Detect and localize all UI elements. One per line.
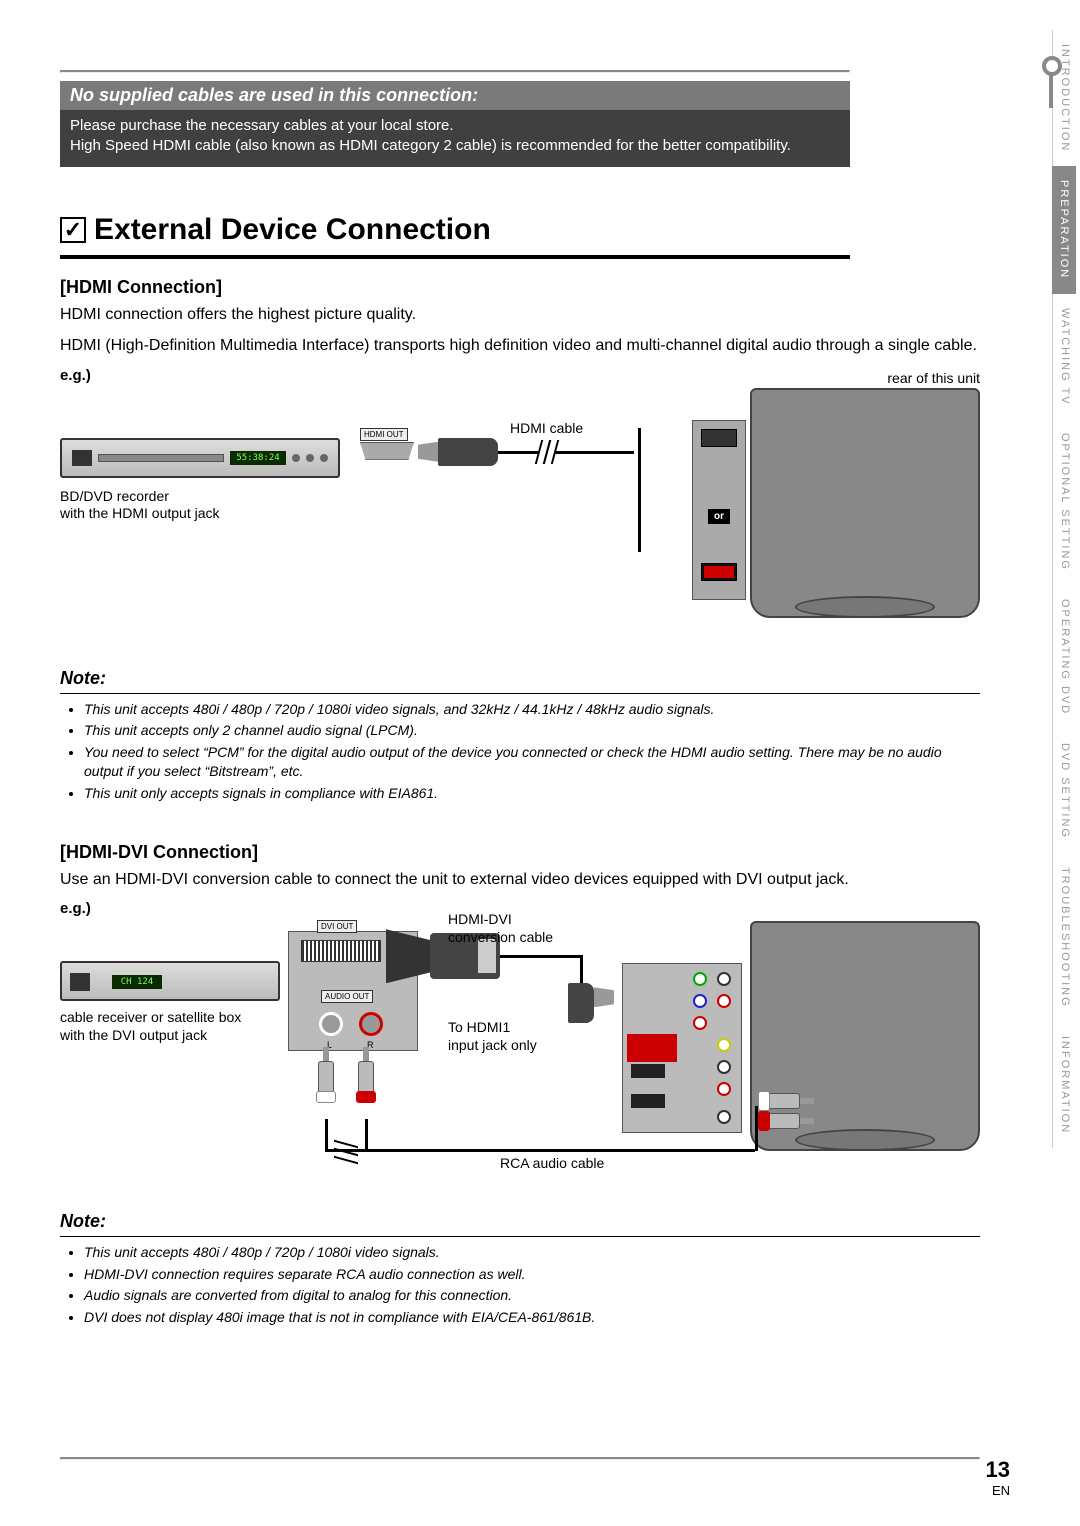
to-hdmi1-label: To HDMI1 input jack only bbox=[448, 1019, 537, 1054]
device-label: BD/DVD recorder with the HDMI output jac… bbox=[60, 488, 220, 523]
receiver-label: cable receiver or satellite box with the… bbox=[60, 1009, 241, 1044]
audio-out-label: AUDIO OUT bbox=[321, 990, 373, 1003]
section-heading: ✓ External Device Connection bbox=[60, 213, 1030, 247]
dvi-out-label: DVI OUT bbox=[317, 920, 357, 933]
side-tab-watching-tv: WATCHING TV bbox=[1052, 294, 1077, 420]
dvi-cable-seg bbox=[500, 955, 580, 958]
dvd-display: 55:38:24 bbox=[230, 451, 286, 465]
hdmi-port-1 bbox=[701, 429, 737, 447]
page-number: 13 bbox=[986, 1457, 1010, 1483]
banner-line2: High Speed HDMI cable (also known as HDM… bbox=[70, 137, 791, 154]
hdmi-note-3: You need to select “PCM” for the digital… bbox=[84, 743, 980, 782]
rca-plug-l-top bbox=[316, 1061, 336, 1121]
dvi-port bbox=[301, 940, 381, 962]
banner-body: Please purchase the necessary cables at … bbox=[60, 110, 850, 167]
cable-seg1 bbox=[498, 451, 538, 454]
side-tab-optional-setting: OPTIONAL SETTING bbox=[1052, 419, 1077, 585]
hdmi-note-heading: Note: bbox=[60, 668, 1030, 689]
rca-pr bbox=[693, 1016, 707, 1030]
tv-side-panel: or bbox=[692, 420, 746, 600]
conv-cable-label: HDMI-DVI conversion cable bbox=[448, 911, 553, 946]
rca-plug-l-tv bbox=[740, 1091, 800, 1111]
dvi-note-2: HDMI-DVI connection requires separate RC… bbox=[84, 1265, 980, 1285]
audio-r-jack bbox=[359, 1012, 383, 1036]
hdmi1-label-panel bbox=[627, 1034, 677, 1062]
hdmi-p2: HDMI (High-Definition Multimedia Interfa… bbox=[60, 335, 980, 357]
hdmi-note-list: This unit accepts 480i / 480p / 720p / 1… bbox=[60, 700, 980, 804]
footer-rule bbox=[60, 1457, 980, 1460]
rca-video bbox=[717, 1038, 731, 1052]
hdmi-dvi-note-heading: Note: bbox=[60, 1211, 1030, 1232]
hdmi-dvi-note-list: This unit accepts 480i / 480p / 720p / 1… bbox=[60, 1243, 980, 1327]
side-tab-preparation: PREPARATION bbox=[1052, 166, 1076, 293]
hdmi-out-port bbox=[360, 442, 414, 460]
side-tab-operating-dvd: OPERATING DVD bbox=[1052, 585, 1077, 729]
section-title: External Device Connection bbox=[94, 213, 491, 247]
banner-title: No supplied cables are used in this conn… bbox=[60, 81, 850, 110]
rca-plug-r-tv bbox=[740, 1111, 800, 1131]
hdmi-eg-label: e.g.) bbox=[60, 367, 1030, 384]
page-footer: 13 EN bbox=[986, 1457, 1010, 1498]
hdmi-note-1: This unit accepts 480i / 480p / 720p / 1… bbox=[84, 700, 980, 720]
hdmi-note-4: This unit only accepts signals in compli… bbox=[84, 784, 980, 804]
cable-break bbox=[538, 440, 554, 464]
hdmi-note-2: This unit accepts only 2 channel audio s… bbox=[84, 721, 980, 741]
dvi-note-4: DVI does not display 480i image that is … bbox=[84, 1308, 980, 1328]
or-badge: or bbox=[708, 509, 730, 524]
hdmi-plug-left bbox=[438, 438, 498, 466]
rca-2l bbox=[717, 1060, 731, 1074]
hdmi-plug-down bbox=[568, 983, 594, 1023]
rca-y bbox=[693, 972, 707, 986]
bd-dvd-recorder: 55:38:24 bbox=[60, 438, 340, 478]
hdmi-dvi-p1: Use an HDMI-DVI conversion cable to conn… bbox=[60, 869, 980, 891]
tv-rear-panel bbox=[622, 963, 742, 1133]
rca-2r bbox=[717, 1082, 731, 1096]
rca-cable-label: RCA audio cable bbox=[500, 1155, 604, 1173]
rca-cable-horiz bbox=[325, 1149, 755, 1152]
hdmi-p1: HDMI connection offers the highest pictu… bbox=[60, 304, 980, 326]
rca-up-to-tv bbox=[755, 1106, 758, 1151]
hdmi-port-2 bbox=[701, 563, 737, 581]
rca-audio-r bbox=[717, 994, 731, 1008]
checkbox-icon: ✓ bbox=[60, 217, 86, 243]
cable-receiver: CH 124 bbox=[60, 961, 280, 1001]
receiver-display: CH 124 bbox=[112, 975, 162, 989]
rca-line-l bbox=[325, 1119, 328, 1149]
side-tab-introduction: INTRODUCTION bbox=[1052, 30, 1077, 166]
section-index-tabs: INTRODUCTION PREPARATION WATCHING TV OPT… bbox=[1052, 30, 1080, 1148]
hdmi1-port-rear bbox=[631, 1064, 665, 1078]
hdmi-dvi-diagram: rear of this unit CH 124 cable receiver … bbox=[60, 921, 980, 1191]
rca-audio-l bbox=[717, 972, 731, 986]
hdmi-out-label: HDMI OUT bbox=[360, 428, 408, 441]
hdmi-diagram: rear of this unit 55:38:24 BD/DVD record… bbox=[60, 388, 980, 648]
rear-label: rear of this unit bbox=[887, 370, 980, 388]
cable-seg2 bbox=[554, 451, 634, 454]
section-rule bbox=[60, 255, 850, 259]
banner-line1: Please purchase the necessary cables at … bbox=[70, 117, 454, 134]
hdmi-heading: [HDMI Connection] bbox=[60, 277, 1030, 298]
rca-pb bbox=[693, 994, 707, 1008]
hdmi2-port-rear bbox=[631, 1094, 665, 1108]
rca-plug-r-top bbox=[356, 1061, 376, 1121]
side-tab-troubleshooting: TROUBLESHOOTING bbox=[1052, 853, 1077, 1022]
header-rule bbox=[60, 70, 850, 73]
hdmi-note-rule bbox=[60, 693, 980, 694]
hdmi-dvi-note-rule bbox=[60, 1236, 980, 1237]
audio-l-jack bbox=[319, 1012, 343, 1036]
rca-digital bbox=[717, 1110, 731, 1124]
page-lang: EN bbox=[986, 1483, 1010, 1498]
cable-to-port2 bbox=[638, 452, 641, 552]
dvi-note-1: This unit accepts 480i / 480p / 720p / 1… bbox=[84, 1243, 980, 1263]
tv-unit: or bbox=[750, 388, 980, 618]
hdmi-cable-label: HDMI cable bbox=[510, 420, 583, 438]
rca-line-r bbox=[365, 1119, 368, 1149]
dvi-note-3: Audio signals are converted from digital… bbox=[84, 1286, 980, 1306]
side-tab-dvd-setting: DVD SETTING bbox=[1052, 729, 1077, 853]
header-marker-circle bbox=[1042, 56, 1062, 76]
side-tab-information: INFORMATION bbox=[1052, 1022, 1077, 1148]
hdmi-dvi-heading: [HDMI-DVI Connection] bbox=[60, 842, 1030, 863]
